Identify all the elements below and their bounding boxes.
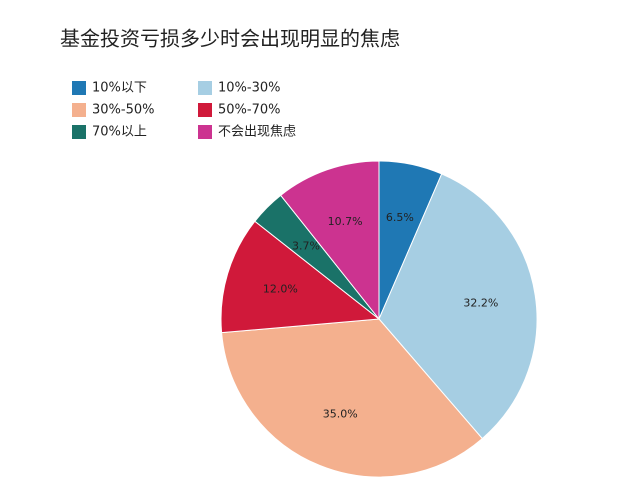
chart-title: 基金投资亏损多少时会出现明显的焦虑 xyxy=(60,27,400,51)
legend-swatch xyxy=(72,125,86,139)
data-label: 32.2% xyxy=(463,296,498,309)
data-label: 12.0% xyxy=(263,283,298,296)
legend-swatch xyxy=(72,103,86,117)
legend-swatch xyxy=(198,81,212,95)
legend-label: 10%以下 xyxy=(92,81,147,96)
data-label: 10.7% xyxy=(328,215,363,228)
legend-label: 50%-70% xyxy=(218,103,280,118)
pie-slice xyxy=(378,173,538,440)
legend-label: 不会出现焦虑 xyxy=(218,125,296,140)
legend-swatch xyxy=(198,125,212,139)
data-label: 3.7% xyxy=(292,239,320,252)
legend-swatch xyxy=(198,103,212,117)
pie-slice xyxy=(279,160,380,321)
legend-label: 70%以上 xyxy=(92,125,147,140)
pie-slice xyxy=(221,318,483,478)
legend-swatch xyxy=(72,81,86,95)
data-label: 6.5% xyxy=(386,211,414,224)
legend-label: 30%-50% xyxy=(92,103,154,118)
pie-slice xyxy=(220,220,381,334)
legend-label: 10%-30% xyxy=(218,81,280,96)
data-label: 35.0% xyxy=(323,407,358,420)
